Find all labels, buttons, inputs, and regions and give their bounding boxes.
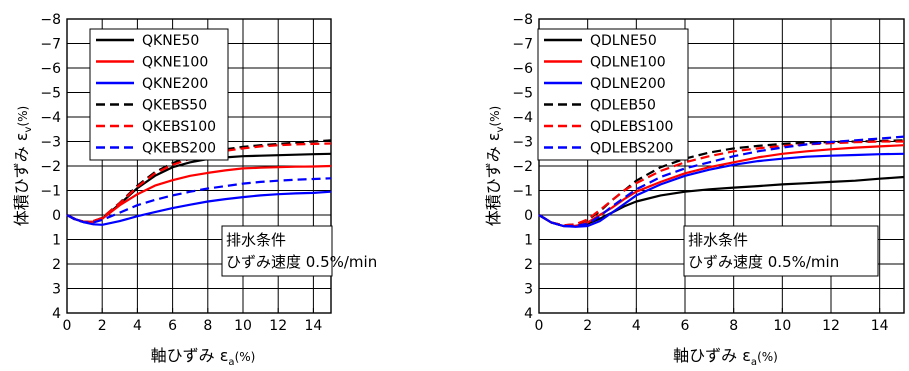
x-tick-label: 12 xyxy=(269,318,287,334)
x-tick-label: 0 xyxy=(63,318,72,334)
x-tick-label: 0 xyxy=(535,318,544,334)
x-tick-label: 8 xyxy=(203,318,212,334)
y-tick-label: 4 xyxy=(52,306,61,322)
x-axis-label: 軸ひずみ εa(%) xyxy=(673,346,778,367)
y-tick-label: 3 xyxy=(524,282,533,298)
series-lines xyxy=(538,135,905,228)
legend-label: QKEBS200 xyxy=(142,141,216,157)
series-line-qkne100 xyxy=(66,164,332,223)
x-tick-label: 2 xyxy=(583,318,592,334)
annotation-text: 排水条件 xyxy=(688,231,748,249)
x-tick-label: 4 xyxy=(632,318,641,334)
y-tick-label: −7 xyxy=(512,37,533,53)
y-tick-label: 1 xyxy=(52,233,61,249)
series-line-qdlebs200 xyxy=(538,135,905,228)
legend-label: QKEBS100 xyxy=(142,119,216,135)
x-tick-label: 6 xyxy=(681,318,690,334)
y-tick-label: −6 xyxy=(40,61,61,77)
y-tick-label: 0 xyxy=(52,208,61,224)
y-tick-label: −2 xyxy=(512,159,533,175)
legend-label: QKEBS50 xyxy=(142,98,207,114)
y-tick-label: −3 xyxy=(512,135,533,151)
y-tick-label: −8 xyxy=(512,12,533,28)
x-tick-label: 10 xyxy=(234,318,252,334)
x-axis-label: 軸ひずみ εa(%) xyxy=(151,346,256,367)
y-tick-label: 3 xyxy=(52,282,61,298)
legend-label: QDLEBS100 xyxy=(590,119,673,135)
y-tick-label: −8 xyxy=(40,12,61,28)
x-tick-label: 14 xyxy=(871,318,889,334)
y-tick-label: −2 xyxy=(40,159,61,175)
annotation-box xyxy=(221,225,333,277)
legend: QDLNE50 QDLNE100 QDLNE200 QDLEB50 QDLEBS100 Q… xyxy=(537,28,689,161)
x-tick-label: 10 xyxy=(773,318,791,334)
y-tick-label: −1 xyxy=(512,184,533,200)
legend-box xyxy=(537,28,689,161)
series-line-qkne200 xyxy=(66,190,332,226)
y-axis-label: 体積ひずみ εv(%) xyxy=(484,106,506,226)
annotation-text: 排水条件 xyxy=(226,231,286,249)
legend-label: QDLEBS200 xyxy=(590,141,673,157)
y-tick-label: 0 xyxy=(524,208,533,224)
y-tick-label: −5 xyxy=(40,86,61,102)
y-tick-label: −4 xyxy=(512,110,533,126)
x-tick-label: 2 xyxy=(98,318,107,334)
legend: QKNE50 QKNE100 QKNE200 QKEBS50 QKEBS100 QKEBS… xyxy=(89,28,229,161)
legend-label: QDLEB50 xyxy=(590,98,656,114)
annotation-box xyxy=(683,225,879,277)
x-tick-label: 4 xyxy=(133,318,142,334)
y-tick-label: −6 xyxy=(512,61,533,77)
legend-label: QKNE200 xyxy=(142,76,208,92)
x-tick-label: 6 xyxy=(168,318,177,334)
y-tick-label: 2 xyxy=(524,257,533,273)
series-lines xyxy=(66,139,332,226)
y-tick-label: −1 xyxy=(40,184,61,200)
annotation-text: ひずみ速度 0.5%/min xyxy=(226,253,377,271)
y-tick-label: 1 xyxy=(524,233,533,249)
legend-label: QDLNE50 xyxy=(590,33,657,49)
x-tick-label: 14 xyxy=(304,318,322,334)
legend-box xyxy=(89,28,229,161)
series-line-qkne50 xyxy=(66,152,332,223)
x-tick-label: 12 xyxy=(822,318,840,334)
y-tick-label: −4 xyxy=(40,110,61,126)
x-tick-label: 8 xyxy=(729,318,738,334)
series-line-qdlne100 xyxy=(538,144,905,228)
annotation-text: ひずみ速度 0.5%/min xyxy=(688,253,839,271)
series-line-qdlne200 xyxy=(538,152,905,228)
legend-label: QDLNE100 xyxy=(590,55,666,71)
y-tick-label: 4 xyxy=(524,306,533,322)
y-tick-label: −5 xyxy=(512,86,533,102)
series-line-qkebs200 xyxy=(66,177,332,224)
legend-label: QKNE50 xyxy=(142,33,199,49)
legend-label: QKNE100 xyxy=(142,55,208,71)
y-axis-label: 体積ひずみ εv(%) xyxy=(12,106,34,226)
y-tick-label: 2 xyxy=(52,257,61,273)
legend-label: QDLNE200 xyxy=(590,76,666,92)
y-tick-label: −3 xyxy=(40,135,61,151)
y-tick-label: −7 xyxy=(40,37,61,53)
